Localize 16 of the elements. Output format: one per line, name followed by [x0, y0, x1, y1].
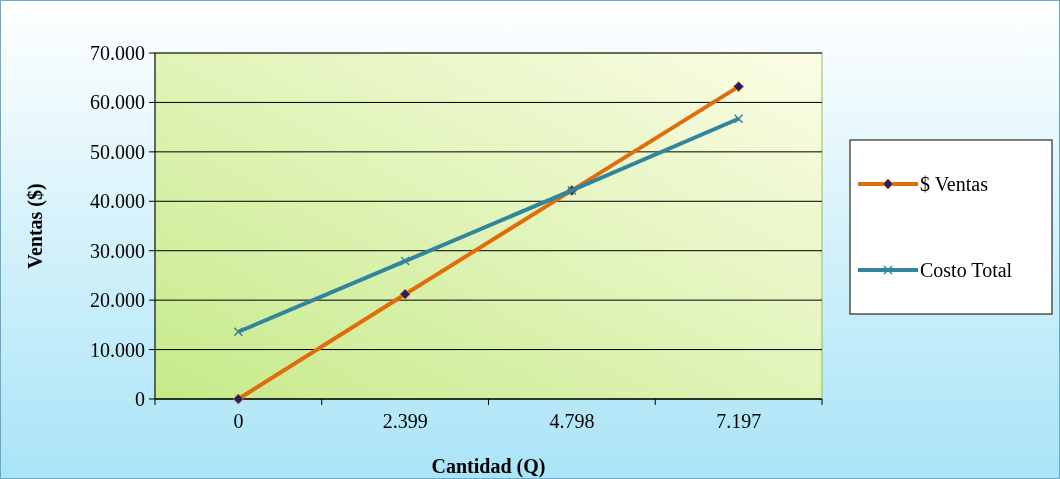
y-tick-label: 0 [135, 388, 145, 410]
y-tick-label: 60.000 [90, 91, 145, 114]
legend-label: Costo Total [920, 259, 1013, 281]
y-tick-label: 10.000 [90, 338, 145, 361]
x-axis-title: Cantidad (Q) [431, 455, 546, 478]
y-tick-label: 20.000 [90, 289, 145, 312]
y-tick-label: 30.000 [90, 239, 145, 262]
x-tick-label: 0 [233, 410, 244, 432]
x-tick-label: 4.798 [549, 410, 595, 432]
y-tick-label: 40.000 [90, 190, 145, 213]
y-axis-title: Ventas ($) [24, 183, 47, 269]
x-tick-label: 7.197 [716, 410, 762, 432]
x-tick-label: 2.399 [382, 410, 428, 432]
y-tick-label: 70.000 [90, 42, 145, 64]
y-tick-label: 50.000 [90, 140, 145, 163]
legend-label: $ Ventas [920, 173, 989, 195]
